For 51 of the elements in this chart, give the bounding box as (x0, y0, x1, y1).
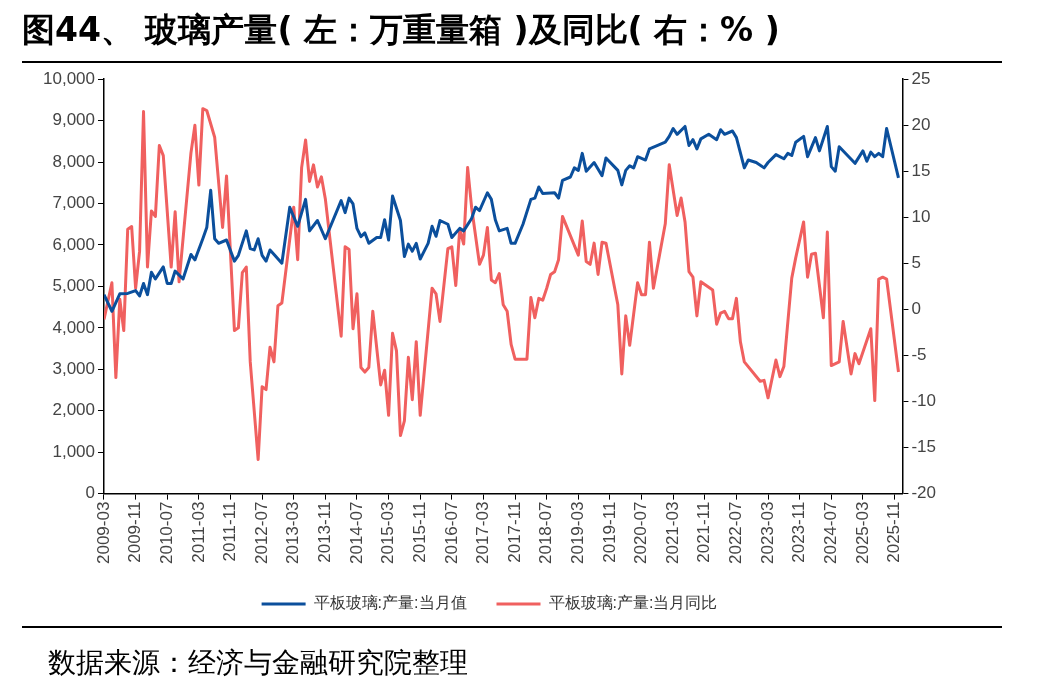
x-tick-label: 2014-07 (346, 501, 366, 564)
legend-label: 平板玻璃:产量:当月值 (313, 594, 467, 612)
x-tick-label: 2023-11 (789, 501, 809, 563)
y2-tick-label: 20 (911, 114, 931, 134)
y2-tick-label: -20 (911, 483, 937, 503)
y2-tick-label: 10 (911, 207, 931, 227)
x-tick-label: 2017-11 (504, 501, 524, 563)
x-tick-label: 2009-11 (125, 501, 145, 563)
y2-tick-label: -10 (911, 391, 937, 411)
x-tick-label: 2024-07 (820, 501, 840, 564)
x-tick-label: 2011-03 (188, 501, 208, 563)
x-tick-label: 2018-07 (536, 501, 556, 564)
y2-tick-label: -15 (911, 437, 937, 457)
y2-tick-label: 0 (911, 299, 921, 319)
y-tick-label: 5,000 (52, 276, 95, 296)
y-tick-label: 8,000 (52, 151, 95, 171)
x-tick-label: 2011-11 (220, 501, 240, 562)
y-tick-label: 6,000 (52, 234, 95, 254)
y2-tick-label: 5 (911, 253, 921, 273)
y2-tick-label: 15 (911, 160, 931, 180)
x-tick-label: 2025-11 (884, 501, 904, 563)
y2-tick-label: -5 (911, 345, 927, 365)
x-tick-label: 2017-03 (473, 501, 493, 564)
x-tick-label: 2013-03 (283, 501, 303, 564)
x-tick-label: 2013-11 (315, 501, 335, 563)
x-tick-label: 2023-03 (757, 501, 777, 564)
y-tick-label: 1,000 (52, 441, 95, 461)
y-tick-label: 10,000 (43, 68, 95, 88)
y-tick-label: 4,000 (52, 317, 95, 337)
x-tick-label: 2016-07 (441, 501, 461, 564)
x-tick-label: 2015-03 (378, 501, 398, 564)
x-tick-label: 2012-07 (251, 501, 271, 564)
x-tick-label: 2019-11 (599, 501, 619, 563)
x-tick-label: 2021-11 (694, 501, 714, 563)
y-tick-label: 2,000 (52, 400, 95, 420)
legend-label: 平板玻璃:产量:当月同比 (548, 594, 718, 612)
x-tick-label: 2020-07 (631, 501, 651, 564)
y-tick-label: 9,000 (52, 110, 95, 130)
x-tick-label: 2021-03 (662, 501, 682, 564)
source-note: 数据来源：经济与金融研究院整理 (48, 645, 468, 681)
x-tick-label: 2015-11 (409, 501, 429, 563)
x-tick-label: 2025-03 (852, 501, 872, 564)
x-tick-label: 2022-07 (726, 501, 746, 564)
y-tick-label: 0 (85, 483, 95, 503)
y-tick-label: 3,000 (52, 358, 95, 378)
y-tick-label: 7,000 (52, 193, 95, 213)
x-tick-label: 2019-03 (568, 501, 587, 564)
y2-tick-label: 25 (911, 68, 931, 88)
x-tick-label: 2010-07 (156, 501, 176, 564)
chart-title: 图44、 玻璃产量( 左：万重量箱 )及同比( 右：% ) (22, 9, 780, 51)
x-tick-label: 2009-03 (93, 501, 113, 564)
